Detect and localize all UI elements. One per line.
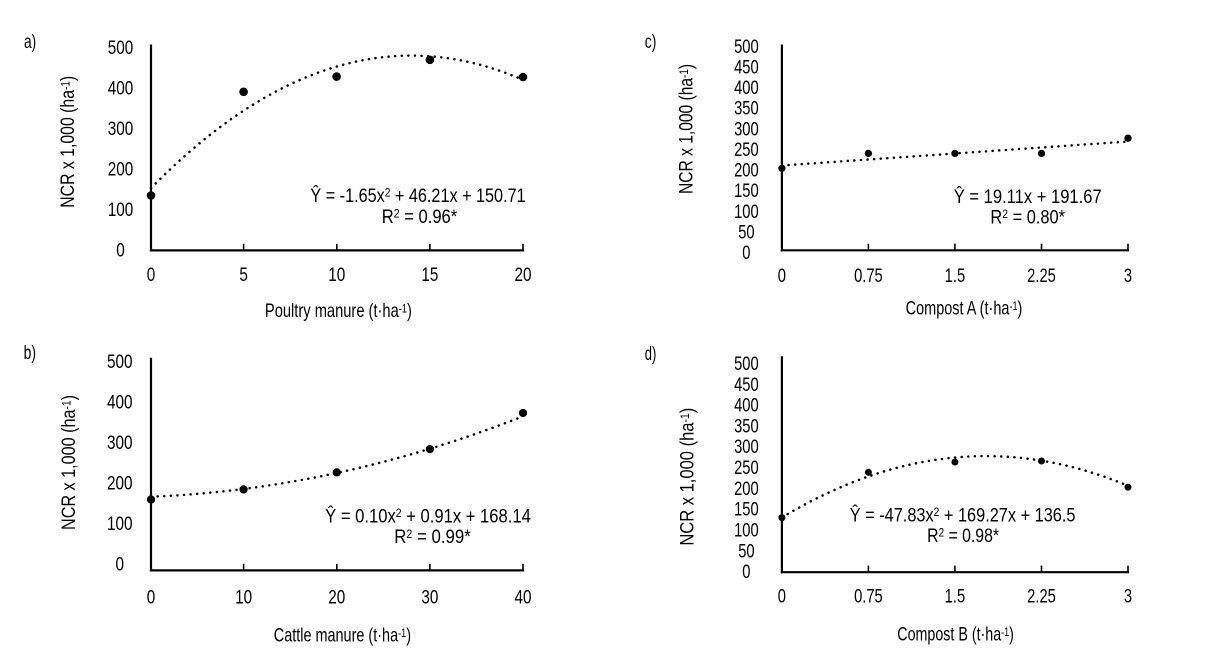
svg-text:500: 500 [734, 36, 759, 57]
svg-text:Compost A (t·ha-1): Compost A (t·ha-1) [906, 298, 1023, 319]
svg-text:200: 200 [734, 478, 759, 499]
svg-text:300: 300 [734, 119, 759, 140]
svg-text:2.25: 2.25 [1027, 265, 1056, 286]
svg-text:R2 = 0.99*: R2 = 0.99* [394, 526, 471, 547]
svg-text:200: 200 [734, 160, 759, 181]
svg-text:500: 500 [108, 36, 134, 58]
svg-text:5: 5 [239, 263, 248, 285]
svg-text:100: 100 [734, 520, 759, 541]
svg-text:b): b) [24, 342, 36, 364]
svg-text:200: 200 [107, 472, 133, 494]
svg-text:NCR x 1,000 (ha-1): NCR x 1,000 (ha-1) [675, 64, 697, 194]
svg-text:R2 = 0.96*: R2 = 0.96* [382, 206, 458, 227]
svg-text:0: 0 [115, 553, 124, 575]
svg-text:Compost B (t·ha-1): Compost B (t·ha-1) [897, 624, 1014, 645]
svg-text:150: 150 [734, 180, 759, 201]
svg-text:300: 300 [107, 431, 133, 453]
svg-text:Ŷ = 19.11x + 191.67: Ŷ = 19.11x + 191.67 [954, 185, 1102, 207]
svg-text:0: 0 [778, 265, 786, 286]
svg-text:0.75: 0.75 [854, 586, 883, 607]
svg-text:3: 3 [1124, 265, 1132, 286]
svg-text:0: 0 [742, 242, 750, 263]
svg-text:0: 0 [147, 263, 156, 285]
svg-text:1.5: 1.5 [945, 265, 965, 286]
svg-text:100: 100 [734, 201, 759, 222]
svg-text:30: 30 [421, 586, 438, 608]
svg-text:Ŷ = -47.83x2 + 169.27x + 136.5: Ŷ = -47.83x2 + 169.27x + 136.5 [850, 504, 1076, 525]
svg-text:R2 = 0.98*: R2 = 0.98* [927, 525, 999, 547]
svg-text:10: 10 [328, 263, 345, 285]
svg-text:400: 400 [107, 391, 133, 413]
svg-text:d): d) [645, 344, 657, 365]
svg-text:0: 0 [116, 239, 125, 261]
svg-text:3: 3 [1124, 586, 1132, 607]
svg-text:400: 400 [734, 395, 759, 416]
svg-text:250: 250 [734, 139, 759, 160]
svg-text:250: 250 [734, 457, 759, 478]
svg-text:450: 450 [734, 57, 759, 78]
svg-text:150: 150 [734, 499, 759, 520]
svg-text:450: 450 [734, 374, 759, 395]
svg-text:500: 500 [734, 353, 759, 374]
svg-text:20: 20 [514, 263, 531, 285]
svg-text:0: 0 [742, 561, 750, 582]
svg-text:0.75: 0.75 [854, 265, 883, 286]
svg-text:350: 350 [734, 98, 759, 119]
svg-text:400: 400 [108, 77, 134, 99]
svg-text:100: 100 [108, 198, 134, 220]
svg-text:Cattle manure (t·ha-1): Cattle manure (t·ha-1) [274, 625, 411, 646]
svg-text:10: 10 [235, 586, 252, 608]
svg-text:50: 50 [738, 541, 754, 562]
svg-text:350: 350 [734, 416, 759, 437]
svg-text:a): a) [24, 31, 36, 53]
svg-text:R2 = 0.80*: R2 = 0.80* [990, 206, 1065, 227]
svg-text:300: 300 [108, 117, 134, 139]
svg-text:NCR x 1,000 (ha-1): NCR x 1,000 (ha-1) [676, 408, 697, 546]
svg-text:200: 200 [108, 158, 134, 180]
svg-text:300: 300 [734, 436, 759, 457]
svg-text:500: 500 [107, 350, 133, 372]
svg-text:0: 0 [778, 586, 786, 607]
svg-text:0: 0 [147, 586, 156, 608]
svg-text:100: 100 [107, 512, 133, 534]
svg-text:NCR x 1,000 (ha-1): NCR x 1,000 (ha-1) [58, 395, 80, 530]
svg-text:20: 20 [328, 586, 345, 608]
svg-text:2.25: 2.25 [1027, 586, 1056, 607]
svg-text:400: 400 [734, 77, 759, 98]
svg-text:Ŷ = -1.65x2 + 46.21x + 150.71: Ŷ = -1.65x2 + 46.21x + 150.71 [310, 184, 525, 207]
svg-text:c): c) [645, 31, 657, 53]
svg-text:Poultry manure (t·ha-1): Poultry manure (t·ha-1) [265, 300, 412, 321]
svg-text:Ŷ = 0.10x2 + 0.91x + 168.14: Ŷ = 0.10x2 + 0.91x + 168.14 [325, 505, 531, 526]
svg-text:NCR x 1,000 (ha-1): NCR x 1,000 (ha-1) [57, 76, 79, 208]
svg-text:40: 40 [514, 586, 531, 608]
svg-text:50: 50 [738, 222, 754, 243]
svg-text:15: 15 [421, 263, 438, 285]
svg-text:1.5: 1.5 [945, 586, 965, 607]
